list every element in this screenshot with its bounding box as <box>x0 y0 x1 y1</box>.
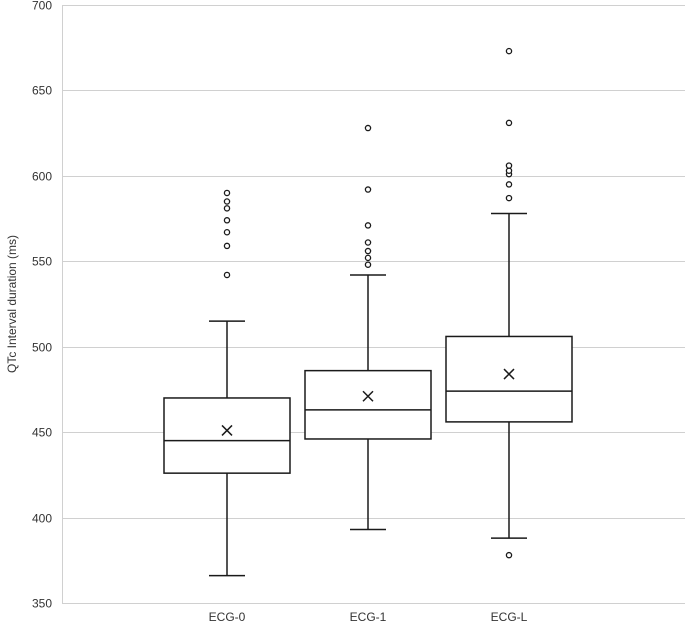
mean-marker-b <box>362 390 374 402</box>
outlier-point <box>223 242 231 250</box>
y-tick-label-600: 600 <box>32 170 52 184</box>
x-tick-label-ECG-0: ECG-0 <box>209 610 246 624</box>
outlier-point <box>364 261 372 268</box>
y-tick-label-400: 400 <box>32 512 52 526</box>
y-axis: 350 400 450 500 550 600 650 700 <box>32 0 63 611</box>
box-ECG-1 <box>304 124 432 531</box>
outlier-point <box>505 162 513 169</box>
x-tick-label-ECG-1: ECG-1 <box>350 610 387 624</box>
outlier-point <box>223 205 231 212</box>
box-ECG-L <box>445 47 573 559</box>
outlier-point <box>223 271 231 279</box>
outlier-point <box>223 217 231 224</box>
boxes <box>163 47 573 577</box>
outlier-point <box>364 247 372 255</box>
outlier-point <box>223 228 231 236</box>
iqr-box <box>163 397 291 474</box>
y-tick-label-650: 650 <box>32 84 52 98</box>
outlier-point <box>364 186 372 193</box>
mean-marker-b <box>221 424 233 436</box>
y-tick-label-350: 350 <box>32 597 52 611</box>
outlier-point <box>505 47 513 55</box>
y-tick-label-700: 700 <box>32 0 52 13</box>
y-axis-title: QTc Interval duration (ms) <box>5 235 19 373</box>
outlier-point <box>364 124 372 132</box>
y-tick-label-550: 550 <box>32 255 52 269</box>
outlier-point <box>505 551 513 559</box>
x-tick-label-ECG-L: ECG-L <box>491 610 528 624</box>
outlier-point <box>364 222 372 229</box>
outlier-point <box>364 254 372 262</box>
outlier-point <box>223 198 231 205</box>
x-axis: ECG-0 ECG-1 ECG-L <box>209 610 528 624</box>
box-ECG-0 <box>163 189 291 577</box>
gridlines <box>62 5 685 604</box>
outlier-point <box>505 194 513 202</box>
outlier-point <box>505 167 513 174</box>
iqr-box <box>304 369 432 440</box>
outlier-point <box>505 181 513 188</box>
outlier-point <box>364 239 372 246</box>
y-tick-label-450: 450 <box>32 426 52 440</box>
mean-marker-b <box>503 368 515 380</box>
iqr-box <box>445 335 573 423</box>
outlier-point <box>505 119 513 127</box>
outlier-point <box>223 189 231 197</box>
y-tick-label-500: 500 <box>32 341 52 355</box>
